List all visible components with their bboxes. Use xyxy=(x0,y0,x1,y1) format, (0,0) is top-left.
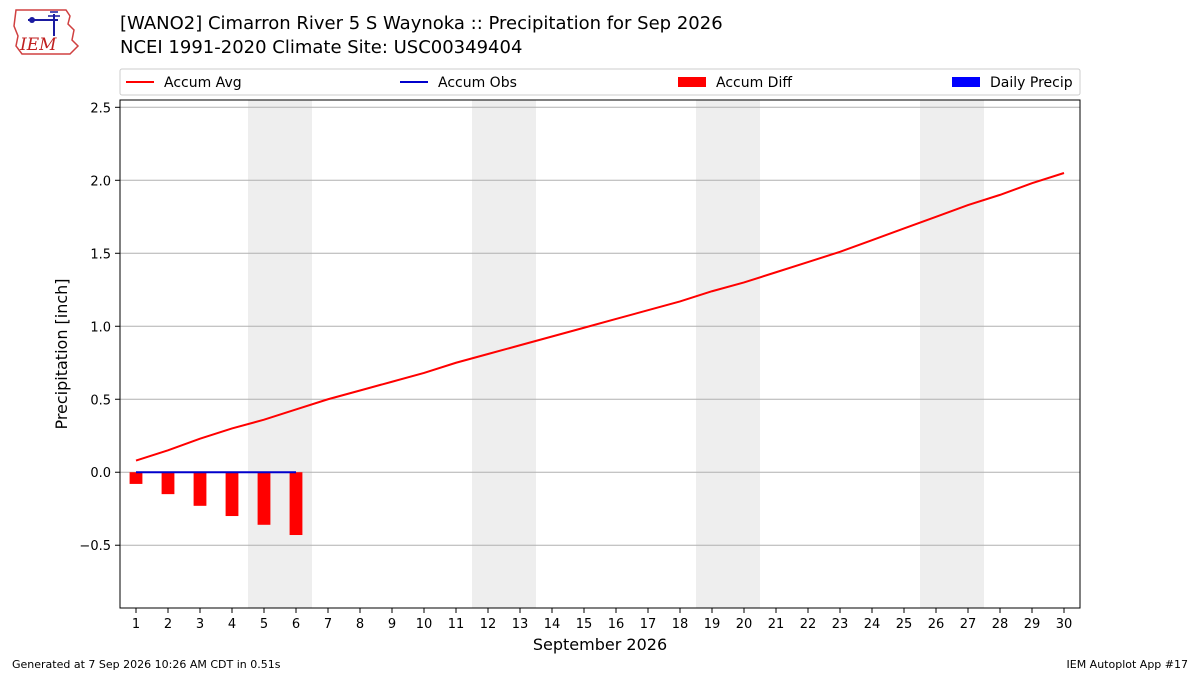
accum-diff-bars xyxy=(129,472,303,536)
legend-accum-avg-label: Accum Avg xyxy=(164,75,242,91)
x-tick-label: 24 xyxy=(864,617,881,632)
accum-diff-bar xyxy=(225,472,239,517)
y-tick-label: 1.0 xyxy=(90,320,111,335)
x-tick-label: 8 xyxy=(356,617,364,632)
y-tick-label: 2.0 xyxy=(90,174,111,189)
x-tick-label: 1 xyxy=(132,617,140,632)
legend-accum-obs-label: Accum Obs xyxy=(438,75,517,91)
generated-timestamp: Generated at 7 Sep 2026 10:26 AM CDT in … xyxy=(12,658,281,671)
iem-logo: IEM xyxy=(13,9,80,55)
chart-subtitle: NCEI 1991-2020 Climate Site: USC00349404 xyxy=(120,37,523,58)
y-tick-label: 1.5 xyxy=(90,247,111,262)
x-axis-ticks: 1 2 3 4 5 6 7 8 9 10 11 12 13 14 15 16 17 18 19 20 21 22 23 24 2… xyxy=(132,608,1072,632)
x-tick-label: 11 xyxy=(448,617,465,632)
x-tick-label: 17 xyxy=(640,617,657,632)
x-tick-label: 26 xyxy=(928,617,945,632)
x-tick-label: 13 xyxy=(512,617,529,632)
svg-text:IEM: IEM xyxy=(19,35,57,55)
x-tick-label: 5 xyxy=(260,617,268,632)
y-tick-label: 2.5 xyxy=(90,101,111,116)
x-tick-label: 9 xyxy=(388,617,396,632)
accum-diff-bar xyxy=(257,472,271,525)
x-tick-label: 16 xyxy=(608,617,625,632)
legend-frame xyxy=(119,68,1081,96)
x-tick-label: 3 xyxy=(196,617,204,632)
grid-lines xyxy=(120,106,1080,546)
x-tick-label: 18 xyxy=(672,617,689,632)
accum-diff-bar xyxy=(193,472,207,506)
legend-accum-diff-swatch xyxy=(678,77,706,87)
x-tick-label: 10 xyxy=(416,617,433,632)
x-tick-label: 23 xyxy=(832,617,849,632)
weekend-shade-band xyxy=(696,100,760,608)
series-lines xyxy=(135,172,1065,474)
y-tick-label: 0.5 xyxy=(90,393,111,408)
accum-diff-bar xyxy=(161,472,175,495)
autoplot-app-label: IEM Autoplot App #17 xyxy=(1066,658,1189,671)
x-tick-label: 25 xyxy=(896,617,913,632)
accum-avg-line xyxy=(135,172,1065,462)
legend-daily-precip-swatch xyxy=(952,77,980,87)
x-tick-label: 2 xyxy=(164,617,172,632)
x-tick-label: 22 xyxy=(800,617,817,632)
x-tick-label: 4 xyxy=(228,617,236,632)
accum-diff-bar xyxy=(129,472,143,484)
y-tick-label: 0.0 xyxy=(90,466,111,481)
x-tick-label: 12 xyxy=(480,617,497,632)
accum-diff-bar xyxy=(289,472,303,536)
weekend-shade-band xyxy=(472,100,536,608)
x-tick-label: 19 xyxy=(704,617,721,632)
x-axis-label: September 2026 xyxy=(533,635,667,654)
x-tick-label: 30 xyxy=(1056,617,1073,632)
x-tick-label: 28 xyxy=(992,617,1009,632)
legend-daily-precip-label: Daily Precip xyxy=(990,75,1073,91)
x-tick-label: 27 xyxy=(960,617,977,632)
x-tick-label: 15 xyxy=(576,617,593,632)
weekend-shading xyxy=(248,100,984,608)
x-tick-label: 7 xyxy=(324,617,332,632)
legend: Accum Avg Accum Obs Accum Diff Daily Precip xyxy=(119,68,1081,96)
y-tick-label: −0.5 xyxy=(79,539,111,554)
x-tick-label: 20 xyxy=(736,617,753,632)
legend-accum-diff-label: Accum Diff xyxy=(716,75,792,91)
y-axis-label: Precipitation [inch] xyxy=(52,278,71,429)
x-tick-label: 21 xyxy=(768,617,785,632)
x-tick-label: 6 xyxy=(292,617,300,632)
weekend-shade-band xyxy=(920,100,984,608)
plot-frame xyxy=(119,99,1081,609)
x-tick-label: 14 xyxy=(544,617,561,632)
y-axis-ticks: −0.5 0.0 0.5 1.0 1.5 2.0 2.5 xyxy=(79,101,120,554)
x-tick-label: 29 xyxy=(1024,617,1041,632)
chart-title: [WANO2] Cimarron River 5 S Waynoka :: Pr… xyxy=(120,13,723,34)
